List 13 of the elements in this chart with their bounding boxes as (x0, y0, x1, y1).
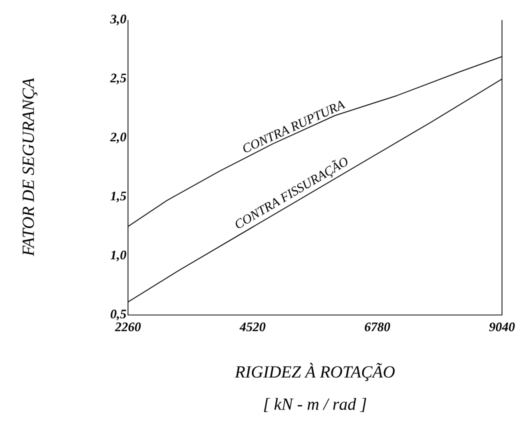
y-axis-title: FATOR DE SEGURANÇA (22, 78, 38, 256)
x-tick-label: 9040 (489, 322, 515, 332)
x-tick-label: 4520 (239, 322, 266, 332)
y-tick-label: 3,0 (110, 14, 126, 26)
y-tick-label: 1,0 (110, 250, 126, 262)
x-tick-label: 2260 (114, 322, 141, 332)
y-tick-label: 0,5 (110, 310, 126, 320)
y-tick-label: 1,5 (110, 192, 126, 202)
text: [ kN - m / rad ] (264, 398, 366, 412)
y-tick-label: 2,5 (110, 74, 126, 84)
x-tick-label: 6780 (364, 322, 390, 332)
x-axis-title: RIGIDEZ À ROTAÇÃO (234, 362, 395, 382)
y-tick-label: 2,0 (110, 132, 126, 144)
